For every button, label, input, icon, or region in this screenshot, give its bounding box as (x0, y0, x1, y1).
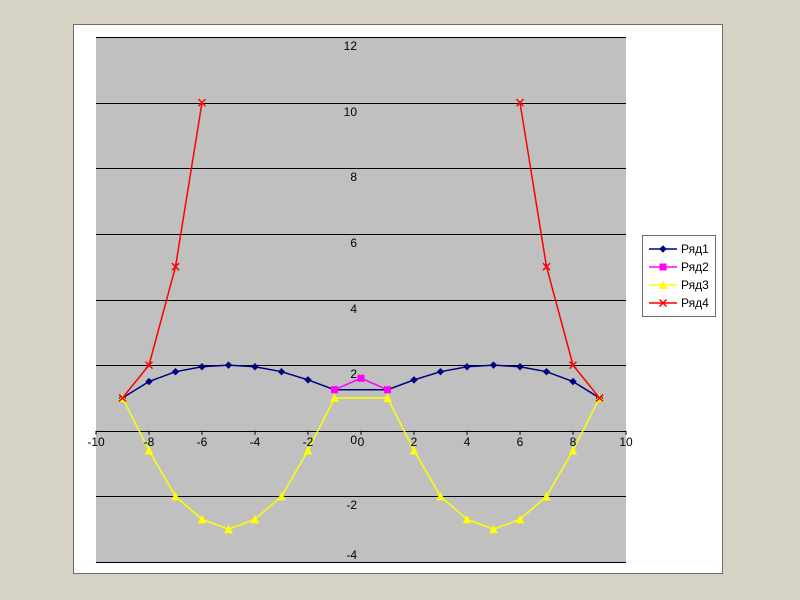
x-tick-label: -2 (296, 435, 320, 449)
chart-svg (74, 25, 724, 575)
y-tick-label: 2 (337, 367, 357, 381)
x-tick-label: 4 (455, 435, 479, 449)
legend-item: Ряд1 (649, 240, 709, 258)
legend-swatch (649, 261, 677, 273)
x-tick-label: 10 (614, 435, 638, 449)
legend-item: Ряд2 (649, 258, 709, 276)
x-tick-label: -10 (84, 435, 108, 449)
y-tick-label: -4 (337, 548, 357, 562)
x-tick-label: 8 (561, 435, 585, 449)
x-tick-label: 0 (349, 435, 373, 449)
x-tick-label: -6 (190, 435, 214, 449)
y-tick-label: 4 (337, 302, 357, 316)
y-tick-label: 12 (337, 39, 357, 53)
legend-item: Ряд4 (649, 294, 709, 312)
legend-swatch (649, 297, 677, 309)
x-tick-label: 2 (402, 435, 426, 449)
y-tick-label: -2 (337, 498, 357, 512)
x-tick-label: -8 (137, 435, 161, 449)
legend-label: Ряд1 (681, 242, 709, 256)
legend-swatch (649, 243, 677, 255)
series-3 (119, 394, 603, 532)
chart-frame: -4-2024681012-10-8-6-4-20246810 Ряд1Ряд2… (73, 24, 723, 574)
legend: Ряд1 Ряд2 Ряд3 Ряд4 (642, 235, 716, 317)
legend-label: Ряд4 (681, 296, 709, 310)
legend-swatch (649, 279, 677, 291)
legend-label: Ряд3 (681, 278, 709, 292)
x-tick-label: -4 (243, 435, 267, 449)
legend-label: Ряд2 (681, 260, 709, 274)
y-tick-label: 8 (337, 170, 357, 184)
x-tick-label: 6 (508, 435, 532, 449)
series-4 (119, 99, 603, 401)
y-tick-label: 10 (337, 105, 357, 119)
legend-item: Ряд3 (649, 276, 709, 294)
y-tick-label: 6 (337, 236, 357, 250)
